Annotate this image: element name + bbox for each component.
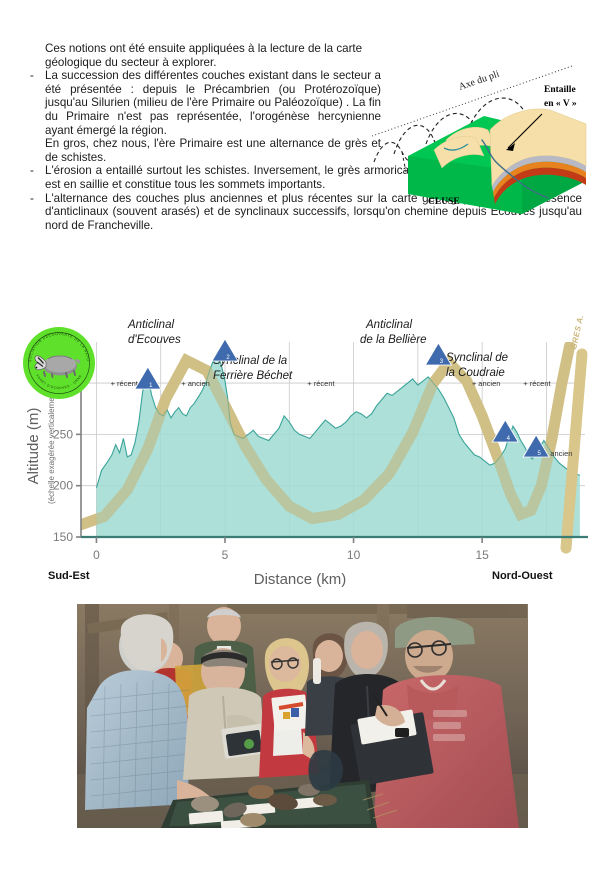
fold-axis-label: Axe du pli [457,69,501,93]
age-annotations: + récent + ancien + récent + ancien + récent… [111,379,573,458]
orientation-label-northwest: Nord-Ouest [492,570,553,582]
age-annotation: + récent [111,379,139,388]
tablet-device [225,729,263,757]
backpack [308,750,343,792]
paragraph-text: Ces notions ont été ensuite appliquées à… [45,42,363,69]
shirt-check-pattern [90,679,190,809]
svg-text:150: 150 [53,530,73,544]
association-badger-logo: · ASSOCIATION DÉCOUVERTE DE LA NATURE · … [20,323,96,400]
river-line-left [443,143,469,151]
fold-markers: 1 2 3 4 5 [134,338,550,458]
y-axis-title: Altitude (m) [25,408,42,485]
river-line [481,139,549,199]
paragraph: - La succession des différentes couches … [30,69,582,137]
notch-label-line2: en « V » [544,99,577,109]
person-blue-shirt [85,614,217,810]
fold-label-synclinal-ferriere-l2: Ferrière Béchet [213,370,293,382]
straw-floor [362,793,398,819]
cluse-block-diagram: Axe du pli Entaille en « V » CLUSE [372,44,608,216]
pen [372,693,388,717]
fold-marker-2[interactable]: 2 [211,338,239,362]
svg-text:0: 0 [93,548,100,562]
fold-label-anticlinal-ecouves-l1: Anticlinal [127,319,174,331]
fold-label-anticlinal-belliere-l1: Anticlinal [365,319,412,331]
svg-text:10: 10 [347,548,361,562]
fold-label-group: Anticlinal d'Ecouves Synclinal de la Fer… [127,319,508,382]
hoodie-print [433,710,467,741]
cluse-caption: CLUSE [428,197,460,207]
svg-text:5: 5 [222,548,229,562]
sample-label-cards [188,796,324,828]
svg-text:15: 15 [475,548,489,562]
paragraph: Ces notions ont été ensuite appliquées à… [30,42,582,69]
svg-text:3: 3 [440,359,444,365]
sample-table [161,780,377,828]
sandstone-slab-left [433,136,485,169]
paragraph-text: En gros, chez nous, l'ère Primaire est u… [45,137,381,164]
svg-text:200: 200 [53,479,73,493]
svg-text:2: 2 [226,355,230,361]
wristwatch [395,728,409,737]
notch-label-line1: Entaille [544,85,576,95]
fold-label-synclinal-coudraie-l1: Synclinal de [446,352,508,364]
field-trip-group-photo [77,604,528,828]
y-axis-subtitle: (échelle exagérée verticalement) [47,388,56,504]
age-annotation: + ancien [181,379,210,388]
fold-marker-3[interactable]: 3 [424,342,453,366]
age-annotation: + ancien [472,379,501,388]
fold-label-anticlinal-ecouves-l2: d'Ecouves [128,334,181,346]
svg-text:5: 5 [537,451,541,457]
fold-band-overlay [81,342,576,531]
paragraph-text: La succession des différentes couches ex… [45,69,381,137]
svg-text:250: 250 [53,427,73,441]
dash-bullet-icon: - [30,164,34,178]
x-tick-labels: 0 5 10 15 [93,537,489,562]
rock-samples [191,784,337,827]
person-red-hoodie [350,616,519,828]
orientation-label-southeast: Sud-Est [48,570,90,582]
notch-arrow-icon [506,113,543,151]
dash-bullet-icon: - [30,191,34,205]
logo-inner-ring [28,332,90,394]
y-tick-labels: 150200250300 [53,376,81,544]
glasses [406,643,452,649]
age-annotation: + récent [523,379,551,388]
fold-marker-4[interactable]: 4 [491,419,519,443]
badger-icon [34,355,81,378]
gres-label: GRES A. [569,316,585,350]
held-object [313,658,321,684]
dash-bullet-icon: - [30,69,34,83]
person-blonde-red-jacket [259,638,319,778]
age-annotation: + récent [307,379,335,388]
glasses-on-head [201,652,247,664]
person-beige-jacket [183,648,269,780]
paragraph: En gros, chez nous, l'ère Primaire est u… [30,137,582,164]
sandstone-slab [489,108,587,204]
svg-text:4: 4 [507,436,511,442]
fold-label-synclinal-coudraie-l2: la Coudraie [446,367,505,379]
age-annotation: + ancien [544,449,573,458]
x-axis-title: Distance (km) [254,571,347,588]
svg-text:1: 1 [149,383,153,389]
fold-label-anticlinal-belliere-l2: de la Bellière [360,334,426,346]
document-in-hands [271,694,309,732]
fold-marker-1[interactable]: 1 [134,366,162,390]
glasses [270,659,300,663]
fold-marker-5[interactable]: 5 [522,434,550,458]
hoodie-drawstring [419,679,447,691]
